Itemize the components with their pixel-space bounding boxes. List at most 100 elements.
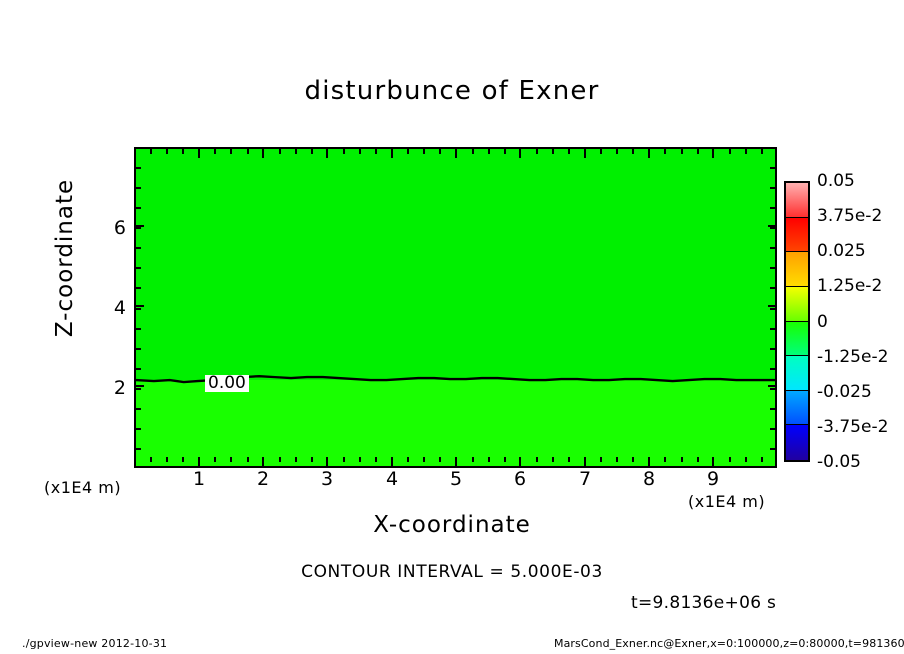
tick-y-minor: [770, 347, 775, 350]
colorbar-band-7: [786, 425, 808, 460]
tick-x-minor: [616, 149, 619, 154]
colorbar-band-3: [786, 286, 808, 322]
tick-x-minor: [294, 149, 297, 154]
tick-x-top-6: [519, 149, 521, 158]
colorbar-tick-label-1: 3.75e-2: [817, 206, 883, 227]
tick-x-minor: [166, 457, 169, 462]
tick-x-minor: [150, 457, 153, 462]
tick-y-minor: [770, 187, 775, 190]
tick-x-minor: [535, 149, 538, 154]
tick-y-minor: [136, 387, 141, 390]
tick-y-minor: [136, 407, 141, 410]
contour-label-0: 0.00: [205, 375, 249, 392]
colorbar-band-5: [786, 356, 808, 391]
tick-x-minor: [696, 457, 699, 462]
tick-x-3: [326, 457, 328, 466]
tick-x-minor: [278, 149, 281, 154]
tick-x-top-3: [326, 149, 328, 158]
contour-interval-note: CONTOUR INTERVAL = 5.000E-03: [301, 562, 603, 582]
tick-x-minor: [214, 149, 217, 154]
tick-x-minor: [503, 457, 506, 462]
x-axis-title: X-coordinate: [373, 512, 531, 538]
tick-x-minor: [664, 457, 667, 462]
tick-y-minor: [770, 247, 775, 250]
y-axis-title: Z-coordinate: [52, 178, 78, 338]
tick-y-minor: [770, 427, 775, 430]
colorbar-tick-label-5: -1.25e-2: [817, 346, 889, 367]
tick-x-minor: [632, 457, 635, 462]
tick-x-minor: [616, 457, 619, 462]
tick-x-minor: [342, 457, 345, 462]
tick-y-minor: [770, 387, 775, 390]
plot-area: [134, 147, 777, 468]
colorbar-tick-label-0: 0.05: [817, 171, 855, 191]
page-title: disturbunce of Exner: [304, 76, 600, 106]
tick-y-2: [135, 385, 144, 387]
y-axis-unit-note: (x1E4 m): [44, 478, 122, 497]
tick-x-top-1: [198, 149, 200, 158]
tick-y-6: [135, 225, 144, 227]
tick-x-8: [648, 457, 650, 466]
footer-dataset-label: MarsCond_Exner.nc@Exner,x=0:100000,z=0:8…: [554, 637, 904, 650]
y-tick-label-2: 2: [113, 377, 126, 399]
x-axis-unit-note: (x1E4 m): [688, 492, 766, 511]
tick-x-minor: [342, 149, 345, 154]
tick-x-minor: [182, 149, 185, 154]
x-tick-label-5: 5: [449, 468, 463, 490]
contour-line-0: [136, 374, 775, 384]
tick-x-6: [519, 457, 521, 466]
tick-y-minor: [136, 367, 141, 370]
tick-x-minor: [471, 149, 474, 154]
tick-x-minor: [359, 457, 362, 462]
tick-y-minor: [770, 407, 775, 410]
tick-x-top-2: [262, 149, 264, 158]
tick-x-minor: [760, 457, 763, 462]
colorbar-band-6: [786, 390, 808, 426]
tick-x-top-5: [455, 149, 457, 158]
colorbar-tick-label-3: 1.25e-2: [817, 276, 883, 297]
tick-x-minor: [375, 149, 378, 154]
tick-x-minor: [600, 457, 603, 462]
x-tick-label-9: 9: [706, 468, 720, 490]
tick-y-minor: [136, 327, 141, 330]
tick-y-minor: [136, 247, 141, 250]
tick-x-minor: [744, 149, 747, 154]
tick-x-minor: [230, 457, 233, 462]
colorbar-band-2: [786, 252, 808, 287]
tick-x-minor: [664, 149, 667, 154]
tick-x-top-8: [648, 149, 650, 158]
tick-x-minor: [487, 149, 490, 154]
tick-y-minor: [136, 227, 141, 230]
tick-x-minor: [246, 457, 249, 462]
tick-x-minor: [310, 149, 313, 154]
colorbar-tick-label-6: -0.025: [817, 381, 872, 402]
tick-x-1: [198, 457, 200, 466]
tick-x-minor: [503, 149, 506, 154]
tick-x-minor: [230, 149, 233, 154]
tick-x-top-9: [712, 149, 714, 158]
tick-y-minor: [136, 207, 141, 210]
tick-x-minor: [471, 457, 474, 462]
tick-x-minor: [551, 149, 554, 154]
tick-x-minor: [439, 457, 442, 462]
tick-x-minor: [375, 457, 378, 462]
x-tick-label-6: 6: [513, 468, 527, 490]
y-tick-label-4: 4: [113, 297, 126, 319]
tick-x-9: [712, 457, 714, 466]
tick-x-minor: [568, 149, 571, 154]
tick-y-minor: [136, 307, 141, 310]
tick-y-right-2: [768, 385, 777, 387]
tick-x-minor: [744, 457, 747, 462]
tick-y-minor: [136, 167, 141, 170]
x-tick-label-7: 7: [578, 468, 592, 490]
tick-x-minor: [214, 457, 217, 462]
tick-y-right-6: [768, 225, 777, 227]
y-tick-label-6: 6: [113, 217, 126, 239]
field-region-upper: [136, 149, 775, 381]
tick-x-minor: [696, 149, 699, 154]
tick-x-top-4: [391, 149, 393, 158]
tick-y-minor: [136, 287, 141, 290]
tick-x-minor: [760, 149, 763, 154]
tick-x-minor: [680, 457, 683, 462]
tick-x-minor: [535, 457, 538, 462]
